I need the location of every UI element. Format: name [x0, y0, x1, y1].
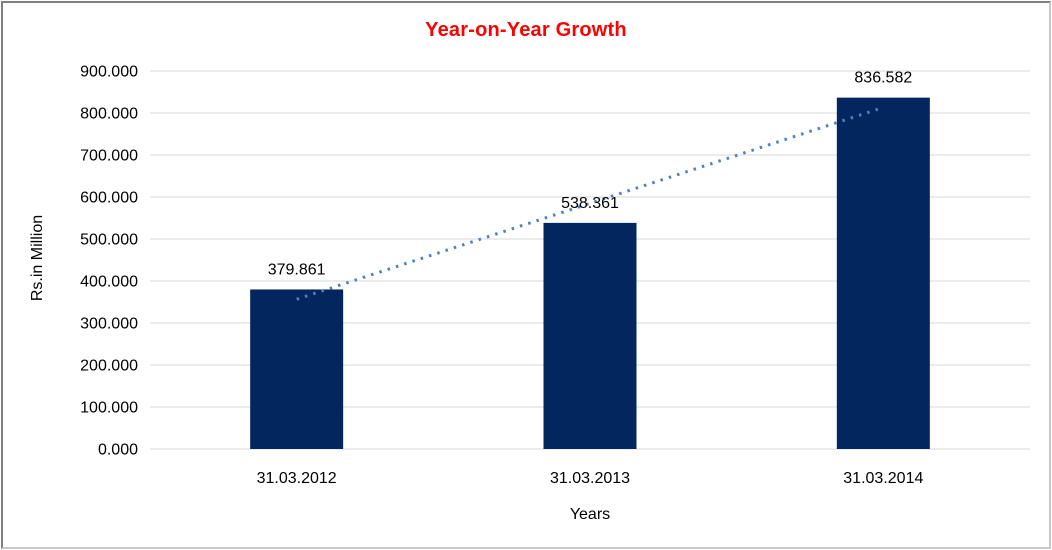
x-tick-label: 31.03.2013 [550, 470, 630, 487]
x-axis-title: Years [569, 506, 611, 523]
x-tick-label: 31.03.2012 [257, 470, 337, 487]
chart-title: Year-on-Year Growth [425, 19, 627, 41]
y-tick-label: 600.000 [80, 190, 138, 207]
bar-value-label: 379.861 [268, 261, 326, 278]
bar [250, 289, 344, 449]
y-tick-label: 500.000 [80, 232, 138, 249]
y-tick-label: 100.000 [80, 400, 138, 417]
y-axis-title: Rs.in Million [29, 214, 46, 302]
y-tick-label: 700.000 [80, 148, 138, 165]
y-tick-label: 800.000 [80, 106, 138, 123]
y-tick-label: 300.000 [80, 316, 138, 333]
trendline [296, 105, 884, 301]
bar [543, 222, 637, 449]
y-tick-label: 900.000 [80, 64, 138, 81]
y-tick-label: 400.000 [80, 274, 138, 291]
x-tick-label: 31.03.2014 [843, 470, 923, 487]
y-tick-label: 0.000 [98, 442, 138, 459]
y-tick-label: 200.000 [80, 358, 138, 375]
bar [836, 97, 930, 449]
bar-value-label: 836.582 [854, 70, 912, 87]
bar-value-label: 538.361 [561, 195, 619, 212]
